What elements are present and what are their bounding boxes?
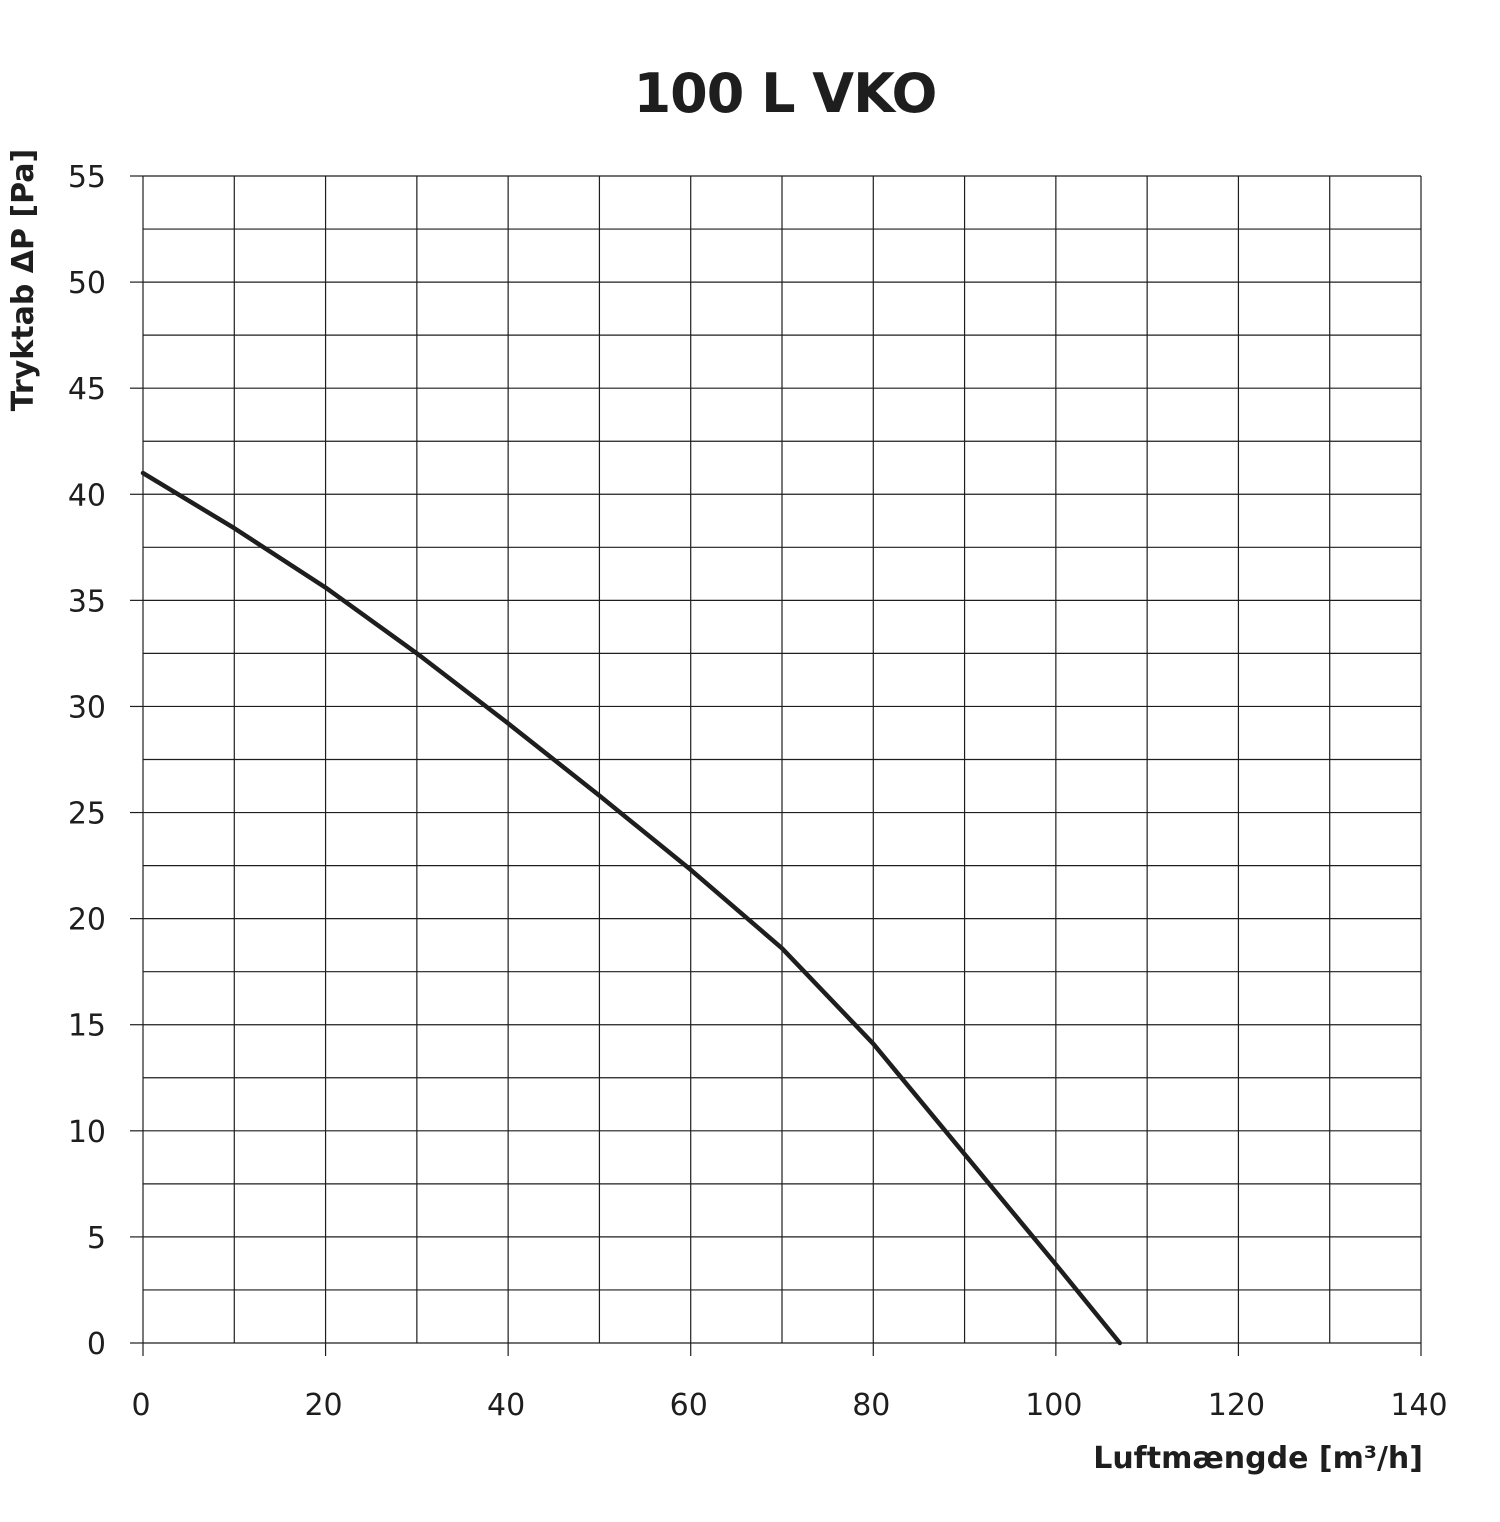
y-tick-label: 45 xyxy=(68,372,106,407)
y-tick-label: 35 xyxy=(68,584,106,619)
x-tick-label: 20 xyxy=(304,1388,342,1423)
y-tick-label: 0 xyxy=(87,1327,106,1362)
x-tick-label: 80 xyxy=(852,1388,890,1423)
series-layer xyxy=(140,470,1123,1346)
chart-title: 100 L VKO xyxy=(634,62,937,125)
y-tick-label: 10 xyxy=(68,1115,106,1150)
axis-ticks xyxy=(130,175,1422,1356)
x-tick-label: 120 xyxy=(1208,1388,1265,1423)
y-tick-label: 50 xyxy=(68,266,106,301)
x-axis-label: Luftmængde [m³/h] xyxy=(1093,1441,1423,1476)
y-axis-label: Tryktab ΔP [Pa] xyxy=(6,149,41,411)
x-tick-label: 40 xyxy=(487,1388,525,1423)
y-tick-label: 30 xyxy=(68,690,106,725)
y-tick-label: 15 xyxy=(68,1009,106,1044)
x-tick-labels: 0 20 40 60 80 100 120 140 xyxy=(131,1388,1447,1423)
grid xyxy=(142,175,1422,1344)
x-tick-label: 0 xyxy=(131,1388,150,1423)
x-tick-label: 100 xyxy=(1025,1388,1082,1423)
y-tick-label: 20 xyxy=(68,903,106,938)
x-tick-label: 140 xyxy=(1390,1388,1447,1423)
y-tick-label: 55 xyxy=(68,160,106,195)
x-tick-label: 60 xyxy=(670,1388,708,1423)
y-tick-label: 40 xyxy=(68,478,106,513)
pressure-loss-curve xyxy=(140,470,1123,1346)
y-tick-labels: 0 5 10 15 20 25 30 35 40 45 50 55 xyxy=(68,160,106,1362)
y-tick-label: 5 xyxy=(87,1221,106,1256)
y-tick-label: 25 xyxy=(68,797,106,832)
